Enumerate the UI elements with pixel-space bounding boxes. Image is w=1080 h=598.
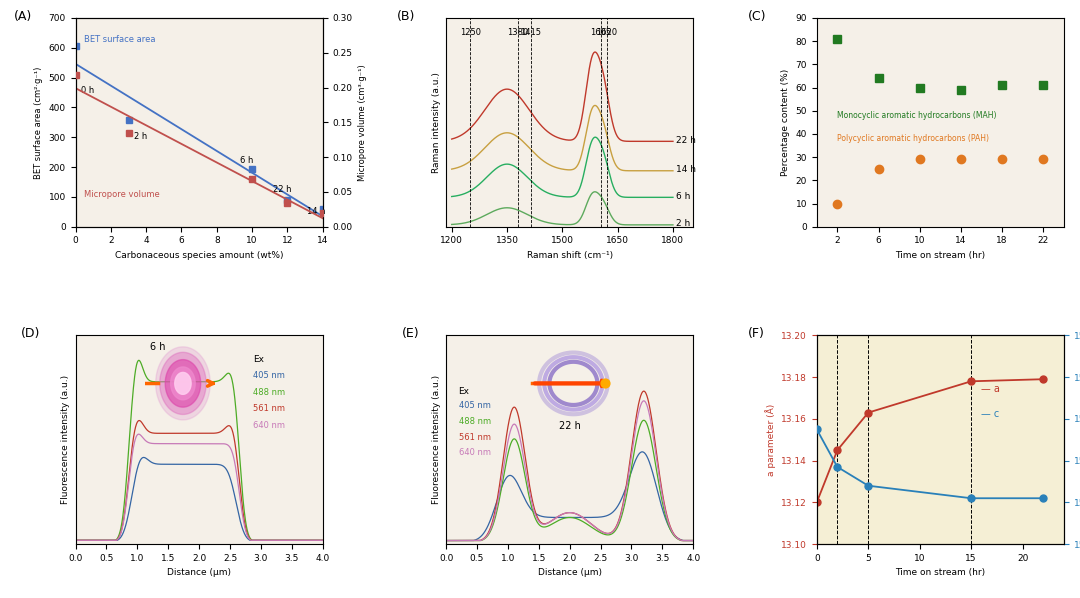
Text: 488 nm: 488 nm [459, 417, 490, 426]
Text: 640 nm: 640 nm [254, 421, 285, 430]
Text: (A): (A) [14, 10, 32, 23]
Text: 6 h: 6 h [676, 192, 690, 201]
Text: 6 h: 6 h [240, 155, 253, 164]
Y-axis label: Fluorescence intensity (a.u.): Fluorescence intensity (a.u.) [432, 375, 441, 504]
Text: — c: — c [982, 409, 1000, 419]
Text: 6 h: 6 h [150, 342, 165, 352]
Text: 1250: 1250 [460, 28, 481, 37]
Text: 22 h: 22 h [676, 136, 696, 145]
Text: 0 h: 0 h [81, 86, 94, 94]
Y-axis label: Raman intensity (a.u.): Raman intensity (a.u.) [432, 72, 441, 173]
Text: 22 h: 22 h [558, 422, 581, 431]
Text: (C): (C) [747, 10, 766, 23]
Text: 488 nm: 488 nm [254, 388, 285, 396]
Text: Ex: Ex [459, 387, 470, 396]
Y-axis label: Micropore volume (cm³·g⁻¹): Micropore volume (cm³·g⁻¹) [359, 64, 367, 181]
X-axis label: Distance (μm): Distance (μm) [538, 569, 602, 578]
Text: Monocyclic aromatic hydrocarbons (MAH): Monocyclic aromatic hydrocarbons (MAH) [837, 111, 997, 120]
Text: 14 h: 14 h [307, 208, 325, 216]
Text: BET surface area: BET surface area [84, 35, 156, 44]
Text: (B): (B) [396, 10, 415, 23]
Text: 2 h: 2 h [676, 219, 690, 228]
Text: 1605: 1605 [591, 28, 611, 37]
Text: 1380: 1380 [508, 28, 529, 37]
Text: 405 nm: 405 nm [254, 371, 285, 380]
Text: 2 h: 2 h [134, 132, 147, 141]
Text: 14 h: 14 h [676, 165, 696, 174]
X-axis label: Distance (μm): Distance (μm) [167, 569, 231, 578]
X-axis label: Carbonaceous species amount (wt%): Carbonaceous species amount (wt%) [114, 251, 283, 260]
Text: 22 h: 22 h [273, 185, 292, 194]
Text: Polycyclic aromatic hydrocarbons (PAH): Polycyclic aromatic hydrocarbons (PAH) [837, 134, 989, 143]
X-axis label: Raman shift (cm⁻¹): Raman shift (cm⁻¹) [527, 251, 612, 260]
Text: — a: — a [982, 384, 1000, 393]
Text: (F): (F) [747, 327, 765, 340]
Text: 640 nm: 640 nm [459, 448, 490, 457]
Text: 1620: 1620 [596, 28, 617, 37]
Y-axis label: BET surface area (cm²·g⁻¹): BET surface area (cm²·g⁻¹) [35, 66, 43, 179]
Text: 1415: 1415 [521, 28, 541, 37]
Y-axis label: Fluorescence intensity (a.u.): Fluorescence intensity (a.u.) [62, 375, 70, 504]
Y-axis label: Percentage content (%): Percentage content (%) [781, 69, 789, 176]
Text: 561 nm: 561 nm [254, 404, 285, 413]
Text: (E): (E) [402, 327, 419, 340]
Text: 561 nm: 561 nm [459, 433, 490, 442]
Text: Ex: Ex [254, 355, 265, 364]
Text: (D): (D) [22, 327, 41, 340]
Text: 405 nm: 405 nm [459, 401, 490, 410]
X-axis label: Time on stream (hr): Time on stream (hr) [895, 251, 985, 260]
Y-axis label: a parameter (Å): a parameter (Å) [765, 404, 775, 476]
X-axis label: Time on stream (hr): Time on stream (hr) [895, 569, 985, 578]
Text: Micropore volume: Micropore volume [84, 190, 160, 199]
